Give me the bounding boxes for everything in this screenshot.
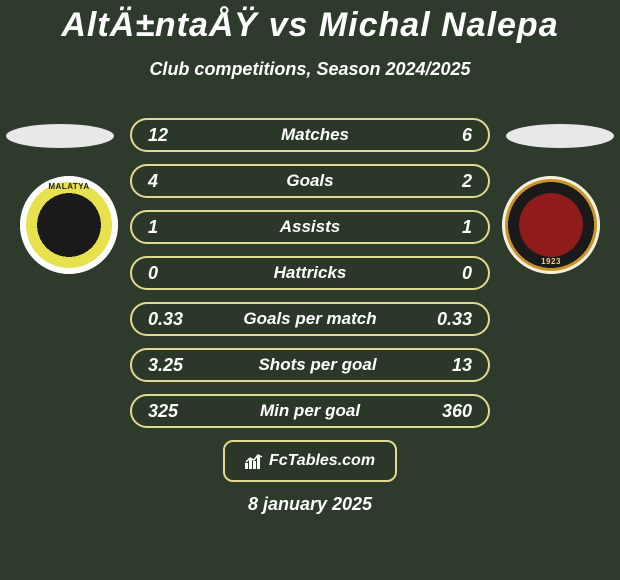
stat-label: Goals [286,171,333,191]
stat-left-value: 1 [148,217,158,238]
stat-left-value: 325 [148,401,178,422]
stat-row: 3.25 Shots per goal 13 [130,348,490,382]
stat-row: 1 Assists 1 [130,210,490,244]
stat-row: 0.33 Goals per match 0.33 [130,302,490,336]
stat-left-value: 12 [148,125,168,146]
stat-row: 4 Goals 2 [130,164,490,198]
stat-label: Matches [281,125,349,145]
page-title: AltÄ±ntaÅŸ vs Michal Nalepa [0,0,620,45]
brand-text: FcTables.com [269,452,375,470]
stat-right-value: 0 [462,263,472,284]
brand-badge: FcTables.com [223,440,397,482]
stat-row: 12 Matches 6 [130,118,490,152]
stat-row: 325 Min per goal 360 [130,394,490,428]
stat-left-value: 0 [148,263,158,284]
stats-container: 12 Matches 6 4 Goals 2 1 Assists 1 0 Hat… [0,118,620,515]
chart-icon [245,453,265,469]
stat-label: Hattricks [274,263,347,283]
stat-label: Assists [280,217,340,237]
page-subtitle: Club competitions, Season 2024/2025 [0,59,620,80]
stat-right-value: 1 [462,217,472,238]
stat-right-value: 2 [462,171,472,192]
stat-left-value: 3.25 [148,355,183,376]
stat-label: Goals per match [243,309,376,329]
stat-row: 0 Hattricks 0 [130,256,490,290]
stat-right-value: 360 [442,401,472,422]
stat-right-value: 13 [452,355,472,376]
stat-right-value: 0.33 [437,309,472,330]
stat-right-value: 6 [462,125,472,146]
stat-label: Min per goal [260,401,360,421]
stat-label: Shots per goal [258,355,376,375]
page-date: 8 january 2025 [0,494,620,515]
stat-left-value: 4 [148,171,158,192]
stat-left-value: 0.33 [148,309,183,330]
